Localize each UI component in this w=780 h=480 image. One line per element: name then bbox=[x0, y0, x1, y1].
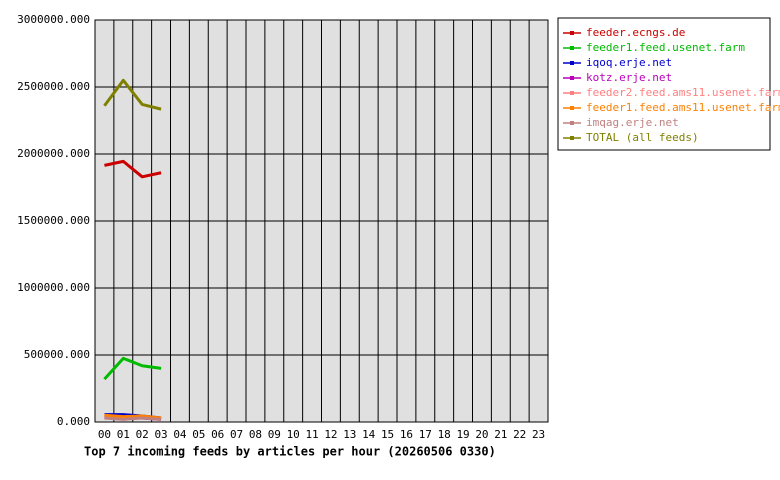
series-line bbox=[104, 413, 162, 420]
series-line bbox=[104, 416, 162, 421]
x-tick-label: 20 bbox=[475, 428, 488, 441]
x-tick-label: 04 bbox=[173, 428, 187, 441]
series-line bbox=[104, 159, 162, 179]
x-tick-label: 16 bbox=[400, 428, 413, 441]
x-tick-label: 23 bbox=[532, 428, 545, 441]
x-tick-label: 00 bbox=[98, 428, 111, 441]
legend-label: imqag.erje.net bbox=[586, 116, 679, 129]
x-tick-label: 08 bbox=[249, 428, 262, 441]
x-tick-label: 12 bbox=[324, 428, 337, 441]
chart-title: Top 7 incoming feeds by articles per hou… bbox=[84, 445, 496, 459]
legend-label: feeder1.feed.ams11.usenet.farm bbox=[586, 101, 780, 114]
x-tick-label: 17 bbox=[419, 428, 432, 441]
legend-marker bbox=[570, 106, 574, 110]
x-tick-label: 01 bbox=[117, 428, 130, 441]
legend-label: TOTAL (all feeds) bbox=[586, 131, 699, 144]
y-tick-label: 1000000.000 bbox=[17, 281, 90, 294]
x-tick-label: 21 bbox=[494, 428, 507, 441]
x-tick-label: 03 bbox=[154, 428, 167, 441]
legend-marker bbox=[570, 91, 574, 95]
x-tick-label: 06 bbox=[211, 428, 224, 441]
legend-label: feeder1.feed.usenet.farm bbox=[586, 41, 745, 54]
x-tick-label: 19 bbox=[456, 428, 469, 441]
legend-marker bbox=[570, 136, 574, 140]
legend-label: kotz.erje.net bbox=[586, 71, 672, 84]
legend-label: feeder2.feed.ams11.usenet.farm bbox=[586, 86, 780, 99]
x-tick-label: 15 bbox=[381, 428, 394, 441]
x-tick-label: 10 bbox=[287, 428, 300, 441]
x-tick-label: 05 bbox=[192, 428, 205, 441]
legend-marker bbox=[570, 121, 574, 125]
y-tick-label: 1500000.000 bbox=[17, 214, 90, 227]
legend-label: iqoq.erje.net bbox=[586, 56, 672, 69]
y-tick-label: 2500000.000 bbox=[17, 80, 90, 93]
y-tick-label: 0.000 bbox=[57, 415, 90, 428]
x-tick-label: 07 bbox=[230, 428, 243, 441]
x-tick-label: 09 bbox=[268, 428, 281, 441]
x-tick-label: 11 bbox=[305, 428, 318, 441]
x-tick-label: 22 bbox=[513, 428, 526, 441]
legend-box bbox=[557, 17, 771, 151]
x-tick-label: 13 bbox=[343, 428, 356, 441]
x-tick-label: 14 bbox=[362, 428, 376, 441]
legend-label: feeder.ecngs.de bbox=[586, 26, 685, 39]
x-tick-label: 18 bbox=[438, 428, 451, 441]
y-tick-label: 2000000.000 bbox=[17, 147, 90, 160]
series-line bbox=[103, 356, 162, 381]
legend-marker bbox=[570, 46, 574, 50]
legend-marker bbox=[570, 76, 574, 80]
series-line bbox=[103, 78, 162, 111]
x-tick-label: 02 bbox=[136, 428, 149, 441]
y-tick-label: 500000.000 bbox=[24, 348, 90, 361]
legend-marker bbox=[570, 31, 574, 35]
y-tick-label: 3000000.000 bbox=[17, 13, 90, 26]
legend-marker bbox=[570, 61, 574, 65]
